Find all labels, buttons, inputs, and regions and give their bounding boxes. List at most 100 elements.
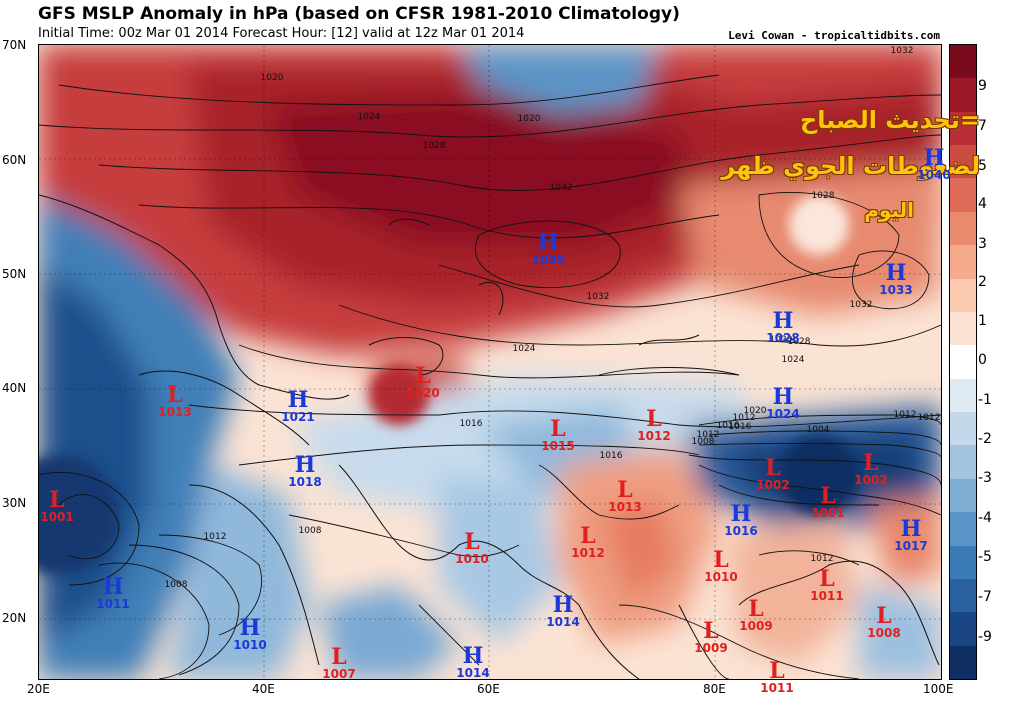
pressure-value: 1040 bbox=[917, 168, 951, 182]
pressure-letter: L bbox=[876, 603, 892, 629]
isobar-label: 1016 bbox=[717, 421, 740, 431]
colorbar-swatch bbox=[950, 645, 976, 680]
high-pressure-marker: H 1014 bbox=[456, 645, 489, 679]
pressure-value: 1001 bbox=[40, 510, 74, 524]
pressure-value: 1012 bbox=[637, 429, 671, 443]
isobar-label: 1032 bbox=[850, 300, 873, 310]
isobar-label: 1016 bbox=[600, 451, 623, 461]
overlay-text-line3: اليوم bbox=[864, 198, 914, 222]
colorbar-swatch bbox=[950, 245, 976, 280]
low-pressure-marker: L 1001 bbox=[811, 485, 844, 519]
pressure-value: 1001 bbox=[811, 506, 845, 520]
colorbar-swatch bbox=[950, 311, 976, 346]
isobar-label: 1012 bbox=[894, 410, 917, 420]
pressure-letter: L bbox=[331, 644, 347, 670]
coastlines bbox=[39, 194, 940, 679]
low-pressure-marker: L 1010 bbox=[704, 549, 737, 583]
isobar-label: 1024 bbox=[358, 112, 381, 122]
low-pressure-marker: L 1013 bbox=[158, 384, 191, 418]
lon-label: 40E bbox=[252, 682, 275, 696]
pressure-value: 1013 bbox=[608, 500, 642, 514]
colorbar-swatch bbox=[950, 345, 976, 380]
colorbar-swatch bbox=[950, 412, 976, 446]
pressure-letter: L bbox=[464, 529, 480, 555]
low-pressure-marker: L 1008 bbox=[867, 605, 900, 639]
pressure-letter: L bbox=[765, 455, 781, 481]
colorbar-swatch bbox=[950, 145, 976, 179]
map-title: GFS MSLP Anomaly in hPa (based on CFSR 1… bbox=[38, 4, 680, 24]
isobar-label: 1008 bbox=[692, 437, 715, 447]
pressure-value: 1002 bbox=[756, 478, 790, 492]
pressure-value: 1009 bbox=[739, 619, 773, 633]
low-pressure-marker: L 1010 bbox=[455, 531, 488, 565]
colorbar-swatch bbox=[950, 178, 976, 213]
colorbar-label: 5 bbox=[978, 158, 987, 174]
isobars bbox=[39, 74, 941, 679]
low-pressure-marker: L 1002 bbox=[854, 452, 887, 486]
colorbar-label: 7 bbox=[978, 118, 987, 134]
pressure-letter: L bbox=[819, 566, 835, 592]
colorbar-swatch bbox=[950, 612, 976, 647]
high-pressure-marker: H 1017 bbox=[894, 518, 927, 552]
pressure-letter: H bbox=[772, 384, 794, 410]
pressure-letter: H bbox=[287, 387, 309, 413]
colorbar-swatch bbox=[950, 578, 976, 613]
low-pressure-marker: L 1001 bbox=[40, 489, 73, 523]
colorbar-label: -5 bbox=[978, 549, 992, 565]
colorbar-label: -9 bbox=[978, 629, 992, 645]
isobar-label: 1024 bbox=[513, 344, 536, 354]
pressure-letter: H bbox=[462, 643, 484, 669]
isobar-label: 1028 bbox=[788, 337, 811, 347]
colorbar-label: -1 bbox=[978, 392, 992, 408]
pressure-letter: H bbox=[772, 308, 794, 334]
isobar-label: 1012 bbox=[697, 430, 720, 440]
lat-label: 20N bbox=[2, 611, 27, 625]
isobar-label: 1020 bbox=[744, 406, 767, 416]
graticule bbox=[39, 45, 941, 679]
high-pressure-marker: H 1010 bbox=[233, 617, 266, 651]
pressure-letter: H bbox=[239, 615, 261, 641]
low-pressure-marker: L 1011 bbox=[760, 660, 793, 694]
overlay-text-line1: =تحديث الصباح bbox=[799, 106, 980, 134]
pressure-value: 1010 bbox=[455, 552, 489, 566]
pressure-letter: L bbox=[646, 406, 662, 432]
lon-label: 20E bbox=[27, 682, 50, 696]
isobar-label: 1012 bbox=[733, 413, 756, 423]
overlay-text-line2: لضغوطات الجوي ظهر bbox=[721, 152, 980, 180]
pressure-value: 1007 bbox=[322, 667, 356, 681]
pressure-letter: H bbox=[294, 452, 316, 478]
colorbar-label: 2 bbox=[978, 274, 987, 290]
isobar-label: 1012 bbox=[811, 554, 834, 564]
isobar-label: 1004 bbox=[807, 425, 830, 435]
pressure-value: 1020 bbox=[406, 386, 440, 400]
isobar-label: 1032 bbox=[587, 292, 610, 302]
pressure-value: 1033 bbox=[879, 283, 913, 297]
isobar-label: 1020 bbox=[261, 73, 284, 83]
isobar-label: 1020 bbox=[518, 114, 541, 124]
high-pressure-marker: H 1018 bbox=[288, 454, 321, 488]
lat-label: 70N bbox=[2, 38, 27, 52]
lat-label: 60N bbox=[2, 153, 27, 167]
high-pressure-marker: H 1033 bbox=[879, 262, 912, 296]
pressure-letter: L bbox=[820, 483, 836, 509]
colorbar-label: 1 bbox=[978, 313, 987, 329]
colorbar-swatch bbox=[950, 478, 976, 513]
colorbar-swatch bbox=[950, 278, 976, 313]
isobar-label: 1020 bbox=[770, 335, 793, 345]
pressure-letter: H bbox=[900, 516, 922, 542]
high-pressure-marker: H 1035 bbox=[531, 232, 564, 266]
high-pressure-marker: H 1024 bbox=[766, 386, 799, 420]
pressure-value: 1028 bbox=[766, 331, 800, 345]
isobar-label: 1032 bbox=[550, 183, 573, 193]
low-pressure-marker: L 1012 bbox=[571, 525, 604, 559]
pressure-value: 1035 bbox=[531, 253, 565, 267]
isobar-label: 1028 bbox=[812, 191, 835, 201]
pressure-letter: H bbox=[730, 501, 752, 527]
colorbar-label: 0 bbox=[978, 352, 987, 368]
pressure-letter: L bbox=[580, 523, 596, 549]
pressure-letter: L bbox=[167, 382, 183, 408]
pressure-letter: L bbox=[748, 596, 764, 622]
pressure-letter: L bbox=[617, 477, 633, 503]
pressure-value: 1011 bbox=[760, 681, 794, 695]
